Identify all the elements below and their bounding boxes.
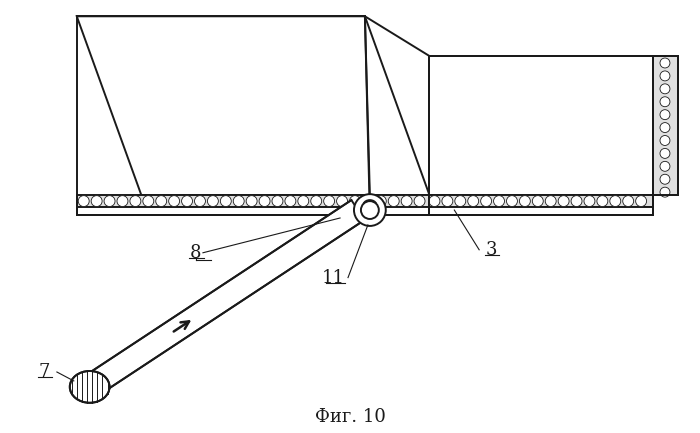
Ellipse shape [70, 371, 110, 403]
Circle shape [311, 196, 322, 207]
Circle shape [660, 97, 670, 107]
Polygon shape [430, 195, 653, 207]
Circle shape [660, 71, 670, 81]
Circle shape [660, 110, 670, 120]
Circle shape [545, 196, 557, 207]
Circle shape [558, 196, 569, 207]
Text: 8: 8 [190, 244, 202, 262]
Circle shape [375, 196, 386, 207]
Circle shape [323, 196, 335, 207]
Circle shape [207, 196, 218, 207]
Text: 7: 7 [38, 363, 50, 381]
Circle shape [363, 196, 373, 207]
Circle shape [195, 196, 205, 207]
Circle shape [156, 196, 167, 207]
Circle shape [660, 162, 670, 171]
Circle shape [78, 196, 89, 207]
Polygon shape [83, 200, 365, 397]
Circle shape [181, 196, 193, 207]
Polygon shape [653, 56, 678, 195]
Circle shape [584, 196, 595, 207]
Circle shape [532, 196, 543, 207]
Text: 11: 11 [321, 268, 344, 287]
Polygon shape [77, 16, 430, 195]
Circle shape [636, 196, 647, 207]
Circle shape [259, 196, 270, 207]
Circle shape [660, 149, 670, 158]
Circle shape [285, 196, 296, 207]
Circle shape [130, 196, 141, 207]
Circle shape [143, 196, 154, 207]
Circle shape [272, 196, 283, 207]
Circle shape [169, 196, 180, 207]
Circle shape [571, 196, 582, 207]
Circle shape [660, 187, 670, 197]
Circle shape [361, 201, 379, 219]
Circle shape [597, 196, 608, 207]
Circle shape [401, 196, 412, 207]
Circle shape [117, 196, 128, 207]
Circle shape [468, 196, 479, 207]
Circle shape [220, 196, 231, 207]
Polygon shape [77, 195, 430, 207]
Circle shape [442, 196, 453, 207]
Circle shape [481, 196, 491, 207]
Circle shape [660, 123, 670, 132]
Polygon shape [430, 207, 653, 215]
Polygon shape [77, 207, 430, 215]
Circle shape [610, 196, 621, 207]
Circle shape [389, 196, 399, 207]
Circle shape [660, 58, 670, 68]
Circle shape [349, 196, 360, 207]
Circle shape [414, 196, 425, 207]
Circle shape [233, 196, 244, 207]
Circle shape [519, 196, 531, 207]
Text: Фиг. 10: Фиг. 10 [314, 408, 386, 426]
Circle shape [429, 196, 440, 207]
Circle shape [337, 196, 347, 207]
Circle shape [507, 196, 517, 207]
Circle shape [455, 196, 466, 207]
Circle shape [623, 196, 634, 207]
Circle shape [354, 194, 386, 226]
Text: 3: 3 [485, 241, 497, 259]
Circle shape [660, 174, 670, 184]
Circle shape [494, 196, 505, 207]
Circle shape [660, 84, 670, 94]
Circle shape [104, 196, 115, 207]
Circle shape [298, 196, 309, 207]
Polygon shape [430, 56, 653, 195]
Circle shape [91, 196, 102, 207]
Circle shape [246, 196, 257, 207]
Circle shape [660, 136, 670, 145]
